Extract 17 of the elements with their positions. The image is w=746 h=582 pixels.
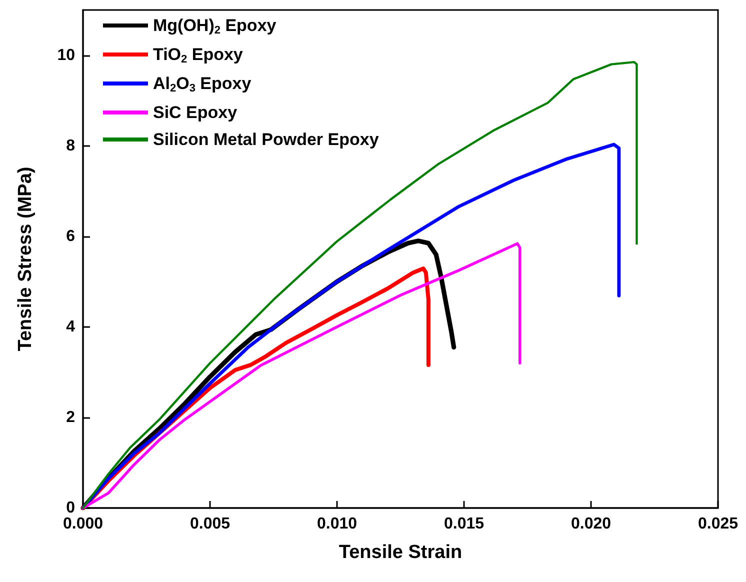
x-tick-label: 0.015 bbox=[444, 516, 484, 532]
y-tick-label: 10 bbox=[57, 46, 76, 64]
x-tick-label: 0.010 bbox=[316, 516, 358, 532]
y-tick-label: 4 bbox=[66, 318, 76, 336]
x-tick-label: 0.000 bbox=[62, 516, 104, 532]
x-tick-label: 0.005 bbox=[190, 516, 230, 532]
y-tick-label: 8 bbox=[66, 137, 76, 154]
legend-label: SiC Epoxy bbox=[153, 103, 238, 122]
x-tick-label: 0.025 bbox=[698, 516, 738, 532]
y-tick-label: 0 bbox=[66, 500, 76, 516]
y-axis-title: Tensile Stress (MPa) bbox=[15, 166, 36, 352]
line-series bbox=[82, 242, 522, 510]
y-tick-label: 2 bbox=[66, 408, 76, 426]
y-tick-label: 6 bbox=[66, 228, 76, 245]
x-axis-title: Tensile Strain bbox=[338, 542, 462, 563]
legend-label: Silicon Metal Powder Epoxy bbox=[153, 130, 380, 149]
x-tick-label: 0.020 bbox=[570, 516, 612, 532]
